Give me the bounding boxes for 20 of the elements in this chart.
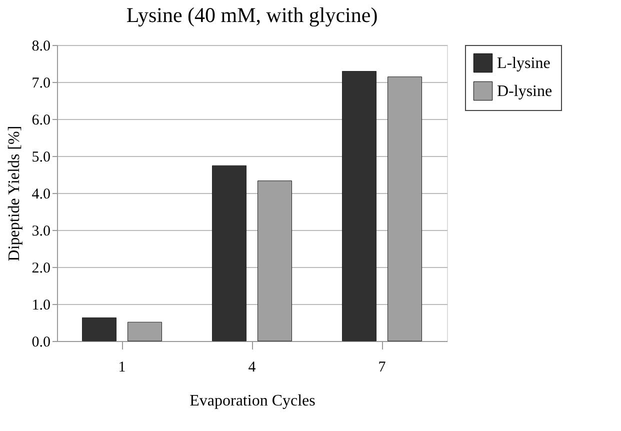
bar (212, 165, 246, 342)
x-tick-label: 1 (118, 360, 126, 376)
y-tick-label: 7.0 (32, 76, 50, 92)
y-tick-label: 0.0 (32, 334, 50, 350)
legend-label: L-lysine (497, 55, 550, 72)
x-axis-title: Evaporation Cycles (190, 392, 316, 410)
bar (342, 71, 376, 342)
x-tick-label: 4 (248, 360, 256, 376)
y-axis-title: Dipeptide Yields [%] (6, 126, 23, 262)
y-tick-label: 6.0 (32, 112, 50, 128)
chart-title: Lysine (40 mM, with glycine) (126, 3, 378, 27)
y-tick-label: 1.0 (32, 298, 50, 314)
legend-label: D-lysine (497, 83, 552, 100)
y-tick-label: 2.0 (32, 260, 50, 276)
bar (82, 317, 116, 342)
y-tick-label: 3.0 (32, 224, 50, 240)
y-tick-label: 5.0 (32, 150, 50, 166)
y-tick-label: 4.0 (32, 186, 50, 202)
x-tick-label: 7 (378, 360, 386, 376)
y-tick-label: 8.0 (32, 38, 50, 54)
